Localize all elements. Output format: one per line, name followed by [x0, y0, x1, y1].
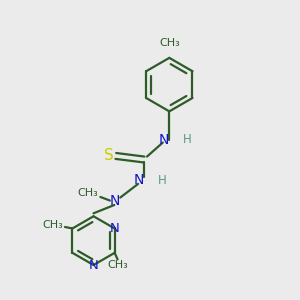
- Text: N: N: [89, 259, 98, 272]
- Text: N: N: [110, 222, 119, 235]
- Text: N: N: [159, 133, 169, 147]
- Text: H: H: [183, 133, 191, 146]
- Text: CH₃: CH₃: [159, 38, 180, 48]
- Text: CH₃: CH₃: [107, 260, 128, 270]
- Text: S: S: [104, 148, 114, 164]
- Text: CH₃: CH₃: [77, 188, 98, 198]
- Text: N: N: [134, 173, 144, 187]
- Text: CH₃: CH₃: [43, 220, 64, 230]
- Text: H: H: [158, 174, 166, 187]
- Text: N: N: [109, 194, 119, 208]
